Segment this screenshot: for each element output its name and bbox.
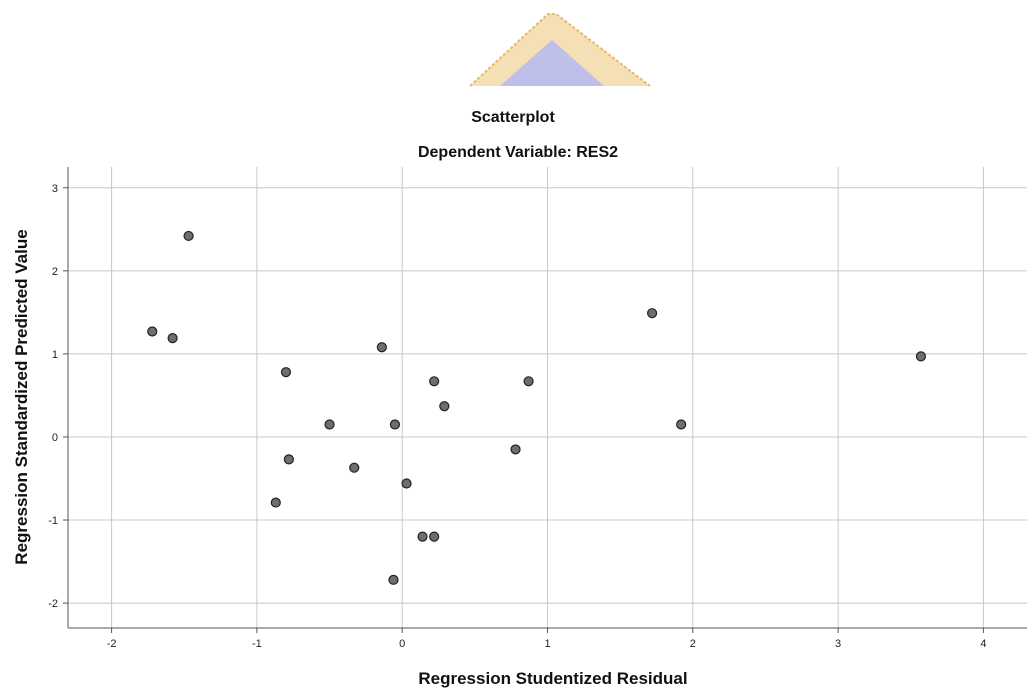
scatter-point bbox=[349, 462, 360, 473]
x-tick-label: 3 bbox=[835, 638, 841, 650]
x-tick-label: 1 bbox=[544, 638, 550, 650]
plot-grid bbox=[68, 167, 1027, 628]
watermark-logo bbox=[469, 13, 651, 87]
scatter-point bbox=[389, 419, 401, 430]
y-tick-label: 3 bbox=[52, 183, 58, 195]
y-axis-label: Regression Standardized Predicted Value bbox=[12, 229, 31, 564]
scatter-point bbox=[676, 419, 687, 430]
y-tick-label: -1 bbox=[48, 515, 58, 527]
scatter-point bbox=[376, 342, 387, 353]
y-axis-ticks: -2 -1 0 1 2 3 bbox=[48, 183, 68, 610]
y-tick-label: 2 bbox=[52, 266, 58, 278]
x-tick-label: -1 bbox=[252, 638, 262, 650]
x-tick-label: -2 bbox=[107, 638, 117, 650]
scatter-point bbox=[401, 478, 412, 489]
scatter-point bbox=[439, 401, 450, 412]
chart-subtitle: Dependent Variable: RES2 bbox=[418, 144, 618, 161]
scatter-point bbox=[523, 376, 534, 387]
scatter-point bbox=[510, 444, 521, 455]
y-tick-label: 1 bbox=[52, 349, 58, 361]
scatter-point bbox=[324, 419, 335, 430]
scatter-point bbox=[915, 351, 927, 362]
chart-title: Scatterplot bbox=[471, 109, 555, 126]
scatter-point bbox=[429, 376, 440, 387]
scatter-point bbox=[280, 367, 292, 378]
scatter-point bbox=[283, 454, 294, 465]
scatter-point bbox=[647, 308, 658, 319]
y-tick-label: 0 bbox=[52, 432, 58, 444]
x-tick-label: 0 bbox=[399, 638, 405, 650]
scatter-point bbox=[183, 230, 194, 242]
x-tick-label: 4 bbox=[980, 638, 986, 650]
scatter-point bbox=[417, 531, 428, 542]
scatter-point bbox=[388, 574, 399, 585]
scatter-point bbox=[147, 326, 158, 337]
scatter-point bbox=[429, 531, 440, 542]
y-tick-label: -2 bbox=[48, 598, 58, 610]
x-tick-label: 2 bbox=[690, 638, 696, 650]
scatter-point bbox=[167, 333, 178, 344]
x-axis-ticks: -2 -1 0 1 2 3 4 bbox=[107, 628, 986, 650]
scatter-point bbox=[270, 497, 281, 508]
data-points bbox=[147, 230, 927, 585]
x-axis-label: Regression Studentized Residual bbox=[418, 669, 687, 688]
